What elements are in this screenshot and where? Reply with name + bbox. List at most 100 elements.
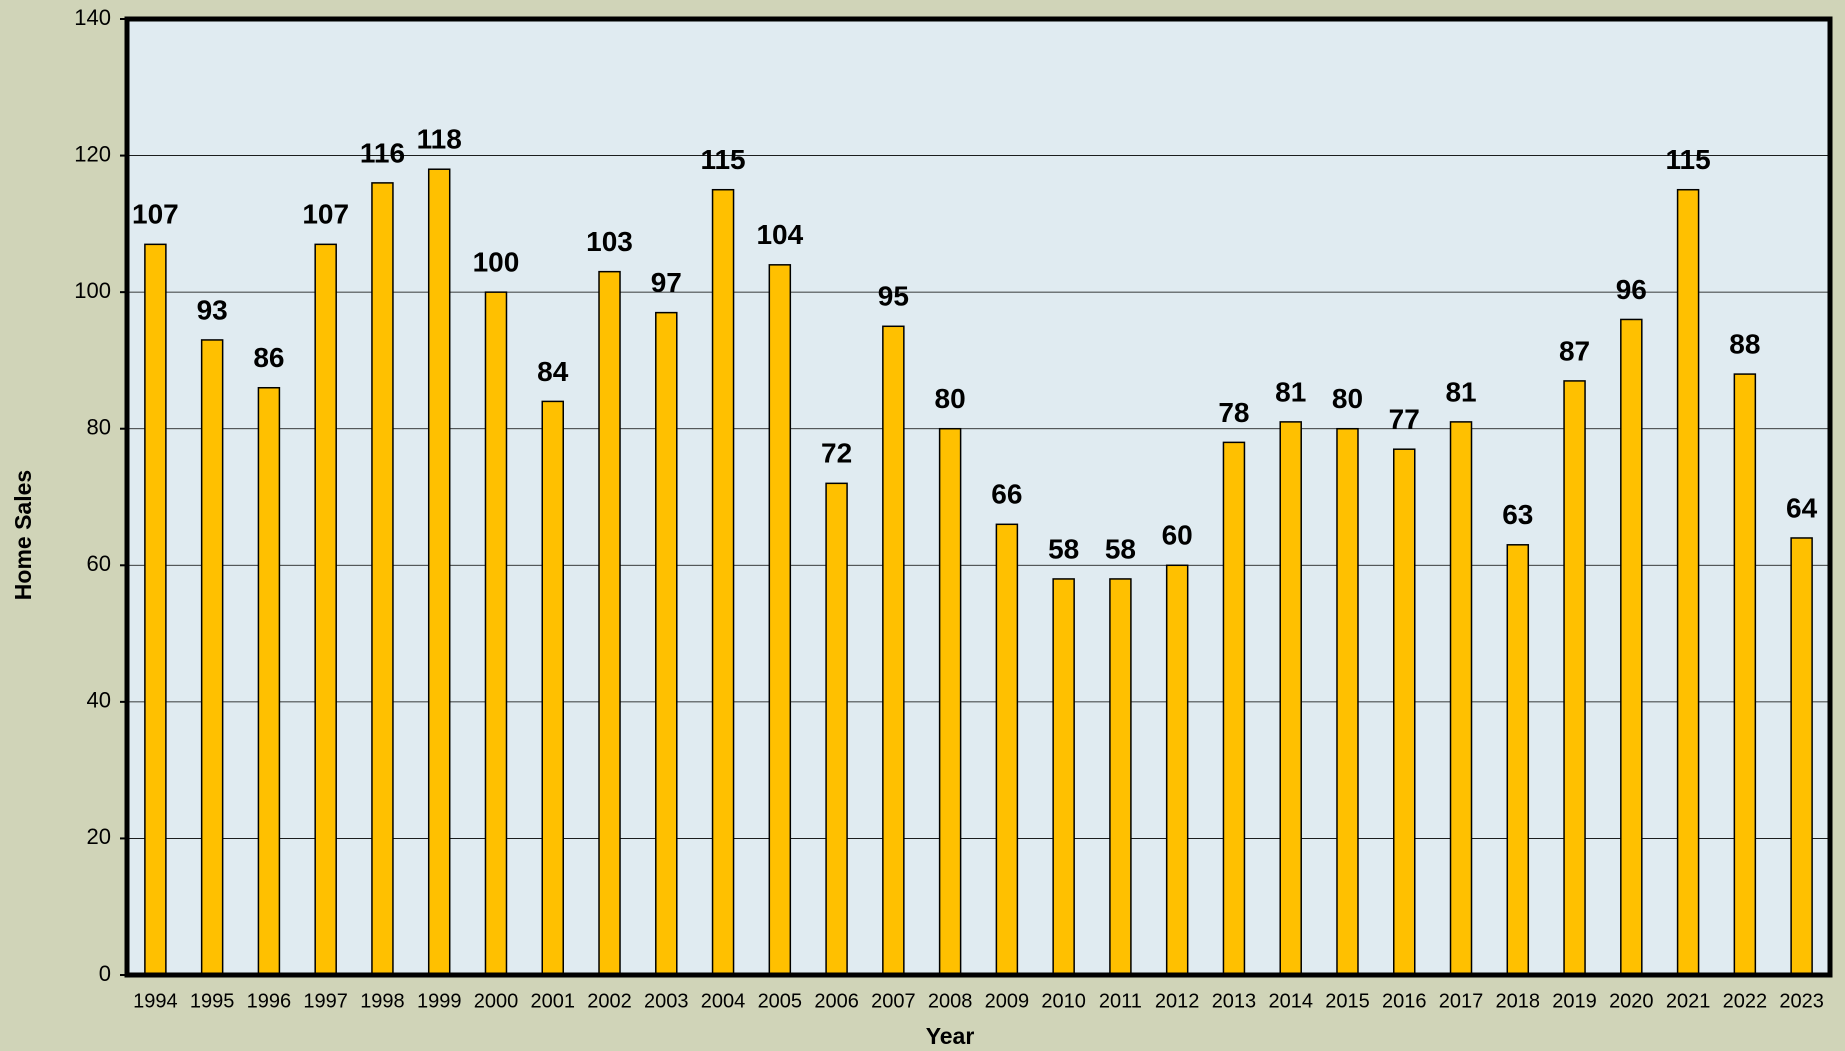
x-tick-label: 1994 [133,990,178,1012]
bar [938,427,962,976]
bar [1733,373,1757,976]
y-tick-label: 20 [87,824,111,849]
x-tick-label: 2014 [1268,990,1313,1012]
x-tick-label: 1995 [190,990,235,1012]
data-label: 115 [700,144,745,175]
data-label: 66 [991,479,1022,510]
x-tick-label: 1998 [360,990,405,1012]
x-tick-label: 2015 [1325,990,1370,1012]
y-tick-label: 0 [99,961,111,986]
bar [1790,537,1813,976]
x-tick-label: 2023 [1779,990,1824,1012]
x-tick-label: 2010 [1041,990,1086,1012]
bar [1563,380,1586,976]
data-label: 100 [473,247,520,278]
x-axis-title: Year [926,1023,975,1049]
bar [144,243,167,976]
data-label: 88 [1729,328,1760,359]
y-tick-label: 40 [87,688,111,713]
data-label: 81 [1445,376,1476,407]
data-label: 58 [1105,533,1136,564]
x-tick-label: 2012 [1155,990,1200,1012]
x-tick-label: 2001 [531,990,576,1012]
y-tick-label: 80 [87,415,111,440]
bar [995,523,1019,976]
data-label: 60 [1162,520,1193,551]
data-label: 107 [302,199,349,230]
bar [1506,544,1530,976]
bar [1279,421,1302,976]
data-label: 87 [1559,335,1590,366]
x-tick-label: 2004 [701,990,746,1012]
x-tick-label: 2020 [1609,990,1654,1012]
data-label: 72 [821,438,852,469]
bar [1222,441,1246,976]
x-tick-label: 2000 [474,990,519,1012]
data-label: 58 [1048,533,1079,564]
x-tick-label: 2009 [985,990,1030,1012]
bar [541,400,564,976]
x-tick-label: 2017 [1439,990,1484,1012]
data-label: 97 [651,267,682,298]
plot-area [127,19,1830,975]
bar [598,270,621,976]
data-label: 104 [756,219,803,250]
bar [484,291,508,976]
data-label: 64 [1786,492,1818,523]
data-label: 116 [360,137,405,168]
data-label: 93 [197,294,228,325]
bar [1109,578,1132,976]
bar [711,188,735,976]
data-label: 96 [1616,274,1647,305]
bar [371,182,394,976]
bar [882,325,905,976]
y-tick-label: 120 [74,141,111,166]
x-tick-label: 2022 [1723,990,1768,1012]
data-label: 80 [1332,383,1363,414]
data-label: 118 [417,124,462,155]
bar [427,168,451,976]
bar [825,482,848,976]
bar [257,386,281,976]
bar [1052,578,1075,976]
y-tick-label: 60 [87,551,111,576]
data-label: 95 [878,281,909,312]
y-tick-label: 140 [74,5,111,30]
y-tick-label: 100 [74,278,111,303]
x-tick-label: 2008 [928,990,973,1012]
x-tick-label: 1996 [247,990,292,1012]
x-tick-label: 2007 [871,990,916,1012]
x-tick-label: 2018 [1496,990,1541,1012]
bar [1676,188,1700,976]
bar [768,264,792,976]
x-tick-label: 2019 [1552,990,1597,1012]
bar [1336,427,1359,976]
data-label: 86 [253,342,284,373]
data-label: 81 [1275,376,1306,407]
x-tick-label: 2016 [1382,990,1427,1012]
data-label: 63 [1502,499,1533,530]
bar [314,243,337,976]
x-tick-label: 2003 [644,990,689,1012]
bar [1449,421,1473,976]
x-tick-label: 1999 [417,990,462,1012]
bar [655,311,678,976]
x-tick-label: 2006 [814,990,859,1012]
data-label: 107 [132,199,179,230]
y-axis-title: Home Sales [10,470,36,600]
x-tick-label: 2005 [758,990,803,1012]
bar [1393,448,1416,976]
bar [1620,318,1643,976]
bar [1165,564,1189,976]
data-label: 80 [935,383,966,414]
data-label: 103 [586,226,633,257]
x-tick-label: 1997 [303,990,348,1012]
plot-border [124,16,1833,978]
x-tick-label: 2013 [1212,990,1257,1012]
data-label: 84 [537,356,569,387]
x-tick-label: 2002 [587,990,632,1012]
data-label: 115 [1665,144,1710,175]
bar [200,339,224,976]
